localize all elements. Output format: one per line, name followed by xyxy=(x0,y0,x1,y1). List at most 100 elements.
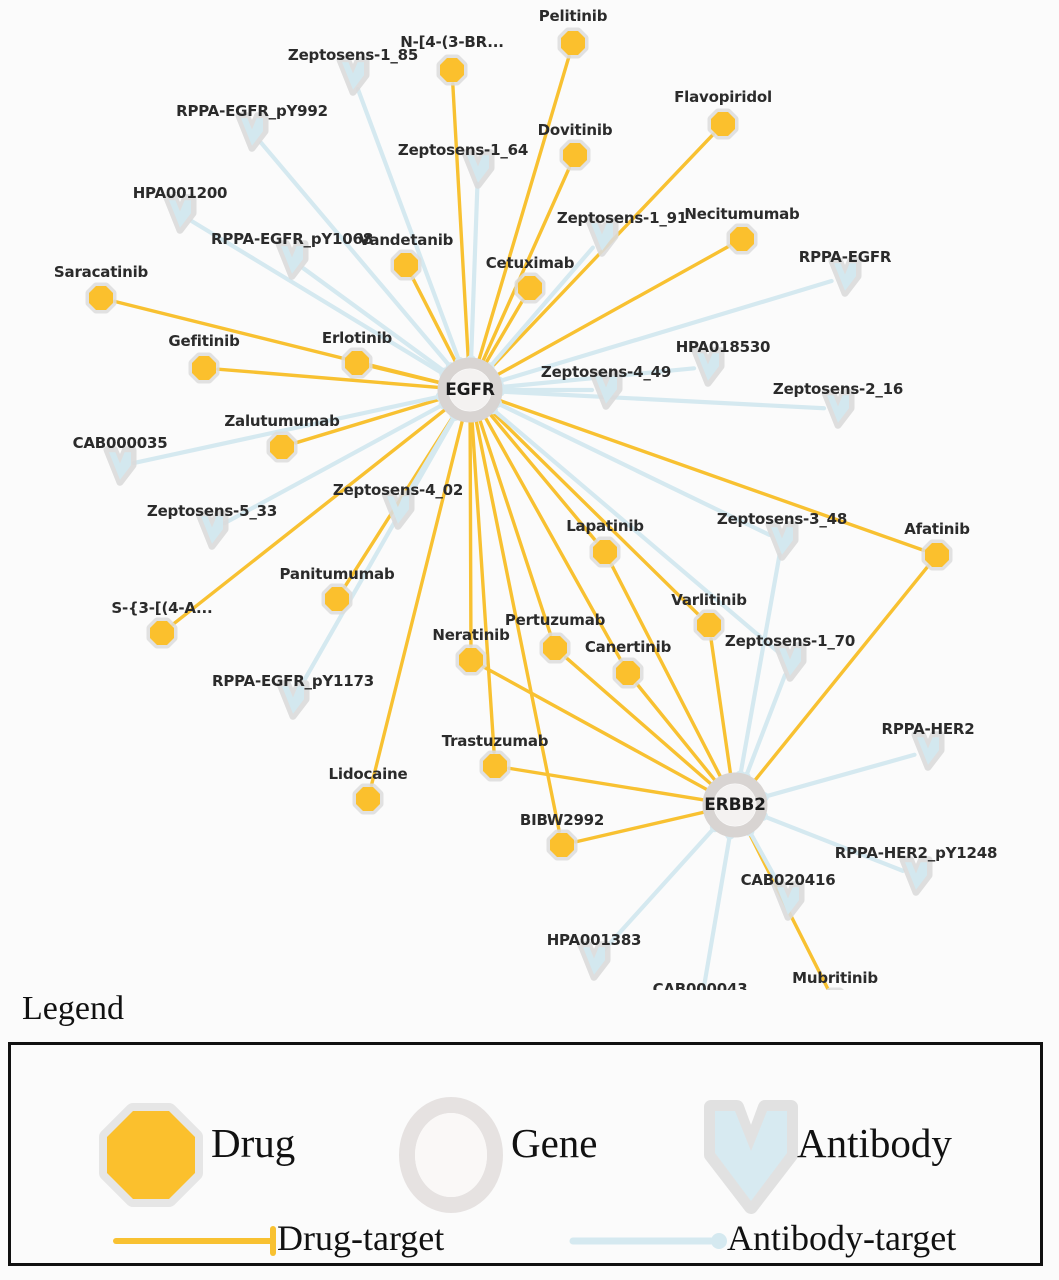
drug-target-edge xyxy=(496,398,926,553)
node-drug-zalutumumab[interactable] xyxy=(266,431,298,463)
antibody-target-edge xyxy=(258,140,453,370)
node-drug-panitumumab[interactable] xyxy=(321,583,353,615)
antibody-halo xyxy=(773,642,807,682)
node-drug-erlotinib[interactable] xyxy=(341,347,373,379)
antibody-halo xyxy=(577,941,611,981)
node-label-antibody: Zeptosens-1_70 xyxy=(724,632,856,650)
edges-group xyxy=(112,54,930,999)
node-label-drug: Necitumumab xyxy=(684,205,800,223)
node-drug-flavopiridol[interactable] xyxy=(707,108,739,140)
node-drug-dovitinib[interactable] xyxy=(559,139,591,171)
node-antibody-zeptosens1_91[interactable] xyxy=(585,217,619,257)
node-label-antibody: Zeptosens-3_48 xyxy=(716,510,848,528)
drug-octagon xyxy=(616,661,640,685)
antibody-target-edge xyxy=(222,402,446,526)
antibody-chevron xyxy=(169,200,191,228)
node-label-drug: S-{3-[(4-A... xyxy=(111,599,213,617)
gene-ring xyxy=(437,357,503,423)
antibody-target-edge xyxy=(700,832,733,999)
drug-target-edge xyxy=(476,54,571,363)
network-graph-svg[interactable] xyxy=(0,0,1059,1006)
node-label-drug: Cetuximab xyxy=(485,254,575,272)
antibody-chevron xyxy=(241,118,263,146)
node-drug-bibw2992[interactable] xyxy=(546,829,578,861)
node-antibody-cab020416[interactable] xyxy=(771,881,805,921)
drug-octagon xyxy=(550,833,574,857)
node-drug-n43br[interactable] xyxy=(436,54,468,86)
node-drug-cetuximab[interactable] xyxy=(514,272,546,304)
node-label-antibody: Zeptosens-2_16 xyxy=(772,380,904,398)
node-drug-afatinib[interactable] xyxy=(921,539,953,571)
node-antibody-zeptosens1_64[interactable] xyxy=(461,149,495,189)
node-drug-pelitinib[interactable] xyxy=(557,27,589,59)
node-drug-trastuzumab[interactable] xyxy=(479,750,511,782)
legend-svg xyxy=(99,1097,798,1256)
node-antibody-hpa001383[interactable] xyxy=(577,941,611,981)
gene-core xyxy=(449,369,491,411)
antibody-target-edge xyxy=(761,752,917,800)
node-label-antibody: Zeptosens-5_33 xyxy=(146,502,278,520)
node-antibody-zeptosens1_85[interactable] xyxy=(336,56,370,96)
node-drug-vandetanib[interactable] xyxy=(390,249,422,281)
drug-target-edge xyxy=(368,364,443,385)
node-drug-gefitinib[interactable] xyxy=(188,352,220,384)
antibody-target-edge xyxy=(490,407,782,656)
drug-target-edge xyxy=(474,417,561,833)
drug-target-edge xyxy=(494,244,732,378)
node-antibody-rppaegfr_py1068[interactable] xyxy=(275,240,309,280)
node-antibody-zeptosens4_02[interactable] xyxy=(381,490,415,530)
node-drug-lapatinib[interactable] xyxy=(589,536,621,568)
node-antibody-zeptosens3_48[interactable] xyxy=(765,521,799,561)
antibody-target-edge xyxy=(494,400,772,538)
drug-octagon xyxy=(192,356,216,380)
node-drug-saracatinib[interactable] xyxy=(85,282,117,314)
node-antibody-zeptosens5_33[interactable] xyxy=(195,510,229,550)
node-label-drug: Lapatinib xyxy=(566,517,644,535)
node-antibody-zeptosens2_16[interactable] xyxy=(821,389,855,429)
node-gene-egfr[interactable] xyxy=(437,357,503,423)
node-antibody-rppaegfr_py1173[interactable] xyxy=(276,680,310,720)
antibody-halo xyxy=(821,389,855,429)
node-label-drug: Trastuzumab xyxy=(441,732,549,750)
antibody-chevron xyxy=(777,887,799,915)
drug-target-edge xyxy=(635,682,718,784)
node-antibody-rppaher2_py1248[interactable] xyxy=(899,856,933,896)
drug-octagon xyxy=(89,286,113,310)
node-antibody-rppaher2[interactable] xyxy=(911,731,945,771)
drug-target-edge xyxy=(216,367,442,390)
drug-target-edge xyxy=(573,810,708,844)
node-gene-erbb2[interactable] xyxy=(702,772,768,838)
antibody-halo xyxy=(381,490,415,530)
node-antibody-rppaegfr[interactable] xyxy=(828,257,862,297)
node-antibody-zeptosens1_70[interactable] xyxy=(773,642,807,682)
node-antibody-cab000035[interactable] xyxy=(103,446,137,486)
node-label-drug: N-[4-(3-BR... xyxy=(400,33,504,51)
node-drug-pertuzumab[interactable] xyxy=(539,632,571,664)
antibody-target-edge xyxy=(760,813,906,873)
node-antibody-rppaegfr_py992[interactable] xyxy=(235,112,269,152)
node-drug-canertinib[interactable] xyxy=(612,657,644,689)
node-drug-s34a[interactable] xyxy=(146,617,178,649)
node-antibody-hpa001200[interactable] xyxy=(163,194,197,234)
antibody-chevron xyxy=(282,686,304,714)
node-label-drug: Flavopiridol xyxy=(674,88,772,106)
drug-octagon xyxy=(459,648,483,672)
antibody-chevron xyxy=(917,737,939,765)
node-drug-varlitinib[interactable] xyxy=(693,609,725,641)
antibody-halo xyxy=(276,680,310,720)
network-canvas[interactable]: EGFR ERBB2 N-[4-(3-BR... Pelitinib Flavopiri… xyxy=(0,0,1059,1006)
node-label-gene: EGFR xyxy=(445,380,495,400)
node-antibody-zeptosens4_49[interactable] xyxy=(589,370,623,410)
node-drug-necitumumab[interactable] xyxy=(726,223,758,255)
drug-octagon xyxy=(711,112,735,136)
node-drug-neratinib[interactable] xyxy=(455,644,487,676)
antibody-chevron xyxy=(387,496,409,524)
octagon-icon xyxy=(99,1103,203,1207)
node-drug-lidocaine[interactable] xyxy=(352,783,384,815)
node-label-antibody: HPA001200 xyxy=(132,184,228,202)
antibody-target-edge xyxy=(355,87,462,364)
drug-octagon xyxy=(925,543,949,567)
antibody-chevron xyxy=(834,263,856,291)
node-label-antibody: Zeptosens-1_64 xyxy=(397,141,529,159)
node-antibody-hpa018530[interactable] xyxy=(691,347,725,387)
